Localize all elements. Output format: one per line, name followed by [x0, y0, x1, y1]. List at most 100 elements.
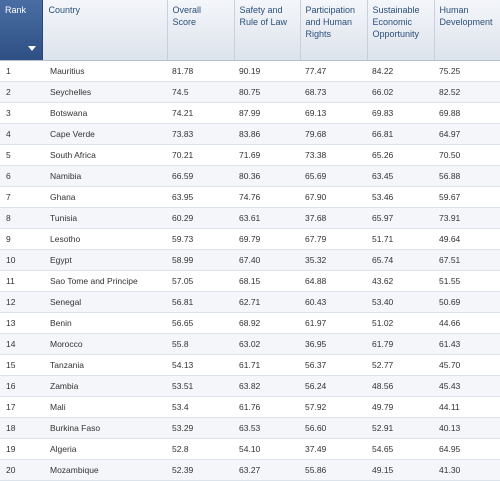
- column-header-label: Safety and: [239, 5, 283, 15]
- cell-participation: 35.32: [300, 249, 367, 271]
- column-header-label: Human: [439, 5, 469, 15]
- cell-country: Mozambique: [42, 459, 167, 481]
- cell-economic-opportunity: 51.71: [367, 228, 434, 250]
- cell-economic-opportunity: 65.74: [367, 249, 434, 271]
- table-row: 8 Tunisia 60.29 63.61 37.68 65.97 73.91: [0, 207, 500, 229]
- cell-rank: 4: [0, 123, 42, 145]
- cell-rank: 11: [0, 270, 42, 292]
- cell-economic-opportunity: 49.79: [367, 396, 434, 418]
- cell-human-development: 73.91: [434, 207, 500, 229]
- cell-overall-score: 73.83: [167, 123, 234, 145]
- cell-rank: 13: [0, 312, 42, 334]
- cell-participation: 73.38: [300, 144, 367, 166]
- table-header-row: Rank Country Overall Score Safety and Ru…: [0, 0, 500, 61]
- cell-participation: 77.47: [300, 60, 367, 82]
- cell-safety: 68.15: [234, 270, 300, 292]
- cell-safety: 61.71: [234, 354, 300, 376]
- cell-participation: 57.92: [300, 396, 367, 418]
- cell-country: Morocco: [42, 333, 167, 355]
- cell-country: South Africa: [42, 144, 167, 166]
- cell-human-development: 44.66: [434, 312, 500, 334]
- table-row: 19 Algeria 52.8 54.10 37.49 54.65 64.95: [0, 438, 500, 460]
- cell-country: Botswana: [42, 102, 167, 124]
- cell-overall-score: 60.29: [167, 207, 234, 229]
- cell-country: Seychelles: [42, 81, 167, 103]
- cell-human-development: 61.43: [434, 333, 500, 355]
- table-row: 1 Mauritius 81.78 90.19 77.47 84.22 75.25: [0, 60, 500, 82]
- cell-participation: 64.88: [300, 270, 367, 292]
- cell-rank: 6: [0, 165, 42, 187]
- cell-safety: 83.86: [234, 123, 300, 145]
- cell-rank: 8: [0, 207, 42, 229]
- cell-overall-score: 52.39: [167, 459, 234, 481]
- cell-participation: 56.37: [300, 354, 367, 376]
- column-header-label: Rule of Law: [239, 17, 288, 27]
- column-header-label: Development: [439, 17, 493, 27]
- cell-overall-score: 70.21: [167, 144, 234, 166]
- cell-economic-opportunity: 66.02: [367, 81, 434, 103]
- cell-safety: 63.02: [234, 333, 300, 355]
- cell-country: Senegal: [42, 291, 167, 313]
- cell-country: Algeria: [42, 438, 167, 460]
- table-row: 17 Mali 53.4 61.76 57.92 49.79 44.11: [0, 396, 500, 418]
- cell-overall-score: 63.95: [167, 186, 234, 208]
- column-header-overall-score[interactable]: Overall Score: [167, 0, 235, 61]
- cell-human-development: 44.11: [434, 396, 500, 418]
- column-header-label: Rights: [305, 29, 332, 39]
- cell-human-development: 50.69: [434, 291, 500, 313]
- cell-human-development: 40.13: [434, 417, 500, 439]
- cell-participation: 56.24: [300, 375, 367, 397]
- cell-country: Mauritius: [42, 60, 167, 82]
- cell-safety: 74.76: [234, 186, 300, 208]
- cell-safety: 87.99: [234, 102, 300, 124]
- table-row: 3 Botswana 74.21 87.99 69.13 69.83 69.88: [0, 102, 500, 124]
- column-header-label: Opportunity: [372, 29, 420, 39]
- cell-rank: 9: [0, 228, 42, 250]
- cell-economic-opportunity: 65.97: [367, 207, 434, 229]
- column-header-country[interactable]: Country: [42, 0, 168, 61]
- column-header-human-development[interactable]: Human Development: [434, 0, 500, 61]
- table-row: 2 Seychelles 74.5 80.75 68.73 66.02 82.52: [0, 81, 500, 103]
- cell-safety: 68.92: [234, 312, 300, 334]
- cell-overall-score: 81.78: [167, 60, 234, 82]
- table-row: 20 Mozambique 52.39 63.27 55.86 49.15 41.30: [0, 459, 500, 481]
- cell-economic-opportunity: 63.45: [367, 165, 434, 187]
- table-row: 4 Cape Verde 73.83 83.86 79.68 66.81 64.97: [0, 123, 500, 145]
- cell-participation: 60.43: [300, 291, 367, 313]
- table-row: 12 Senegal 56.81 62.71 60.43 53.40 50.69: [0, 291, 500, 313]
- cell-human-development: 75.25: [434, 60, 500, 82]
- table-row: 13 Benin 56.65 68.92 61.97 51.02 44.66: [0, 312, 500, 334]
- cell-overall-score: 66.59: [167, 165, 234, 187]
- cell-participation: 37.49: [300, 438, 367, 460]
- cell-participation: 37.68: [300, 207, 367, 229]
- cell-overall-score: 52.8: [167, 438, 234, 460]
- column-header-participation[interactable]: Participation and Human Rights: [300, 0, 368, 61]
- cell-economic-opportunity: 69.83: [367, 102, 434, 124]
- table-row: 6 Namibia 66.59 80.36 65.69 63.45 56.88: [0, 165, 500, 187]
- cell-rank: 16: [0, 375, 42, 397]
- cell-overall-score: 53.29: [167, 417, 234, 439]
- cell-rank: 10: [0, 249, 42, 271]
- table-row: 18 Burkina Faso 53.29 63.53 56.60 52.91 40.13: [0, 417, 500, 439]
- column-header-label: Score: [172, 17, 197, 27]
- cell-economic-opportunity: 51.02: [367, 312, 434, 334]
- column-header-economic-opportunity[interactable]: Sustainable Economic Opportunity: [367, 0, 435, 61]
- cell-safety: 62.71: [234, 291, 300, 313]
- column-header-rank[interactable]: Rank: [0, 0, 43, 61]
- cell-human-development: 64.97: [434, 123, 500, 145]
- cell-rank: 18: [0, 417, 42, 439]
- cell-participation: 67.90: [300, 186, 367, 208]
- cell-safety: 80.75: [234, 81, 300, 103]
- cell-economic-opportunity: 52.91: [367, 417, 434, 439]
- column-header-label: Sustainable: [372, 5, 420, 15]
- cell-participation: 65.69: [300, 165, 367, 187]
- table-row: 10 Egypt 58.99 67.40 35.32 65.74 67.51: [0, 249, 500, 271]
- cell-participation: 55.86: [300, 459, 367, 481]
- cell-human-development: 59.67: [434, 186, 500, 208]
- cell-human-development: 64.95: [434, 438, 500, 460]
- cell-overall-score: 56.65: [167, 312, 234, 334]
- cell-country: Lesotho: [42, 228, 167, 250]
- cell-country: Namibia: [42, 165, 167, 187]
- column-header-safety[interactable]: Safety and Rule of Law: [234, 0, 301, 61]
- cell-participation: 79.68: [300, 123, 367, 145]
